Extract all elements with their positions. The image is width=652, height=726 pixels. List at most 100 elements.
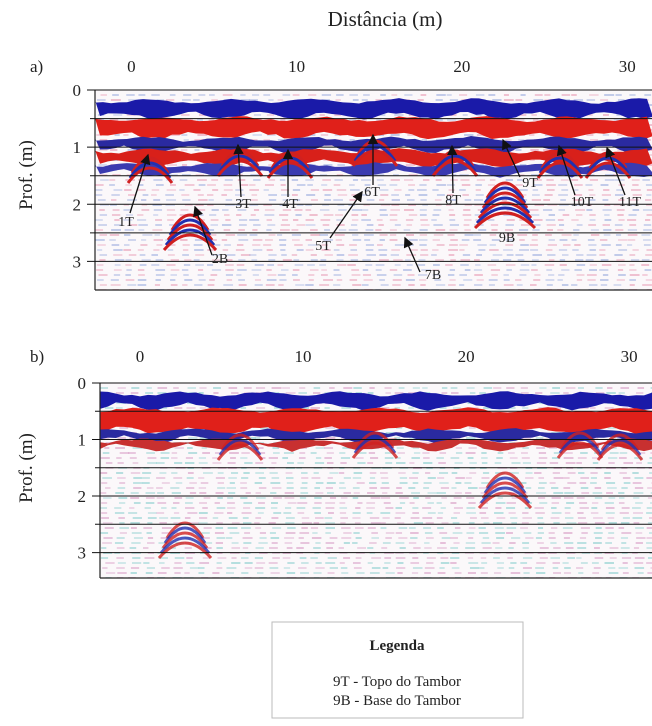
speckle bbox=[412, 567, 423, 569]
speckle bbox=[337, 204, 345, 206]
speckle bbox=[315, 567, 325, 569]
speckle bbox=[126, 119, 137, 121]
speckle bbox=[240, 457, 248, 459]
speckle bbox=[641, 259, 650, 261]
speckle bbox=[646, 562, 652, 564]
speckle bbox=[531, 199, 542, 201]
speckle bbox=[269, 547, 278, 549]
speckle bbox=[620, 387, 630, 389]
speckle bbox=[395, 507, 403, 509]
speckle bbox=[468, 527, 476, 529]
speckle bbox=[455, 482, 462, 484]
speckle bbox=[379, 234, 388, 236]
speckle bbox=[237, 234, 248, 236]
speckle bbox=[200, 482, 209, 484]
speckle bbox=[437, 477, 445, 479]
speckle bbox=[643, 239, 651, 241]
speckle bbox=[602, 224, 611, 226]
speckle bbox=[531, 174, 541, 176]
speckle bbox=[161, 507, 167, 509]
speckle bbox=[476, 179, 486, 181]
speckle bbox=[482, 537, 490, 539]
speckle bbox=[269, 567, 279, 569]
speckle bbox=[646, 507, 652, 509]
speckle bbox=[336, 279, 343, 281]
speckle bbox=[475, 164, 484, 166]
speckle bbox=[323, 149, 332, 151]
speckle bbox=[579, 507, 589, 509]
speckle bbox=[452, 522, 460, 524]
speckle bbox=[553, 492, 564, 494]
speckle bbox=[199, 407, 207, 409]
speckle bbox=[100, 179, 109, 181]
speckle bbox=[153, 209, 163, 211]
speckle bbox=[633, 492, 644, 494]
speckle bbox=[340, 462, 347, 464]
speckle bbox=[147, 537, 154, 539]
speckle bbox=[590, 139, 599, 141]
speckle bbox=[599, 269, 609, 271]
speckle bbox=[187, 472, 194, 474]
speckle bbox=[380, 512, 391, 514]
speckle bbox=[158, 542, 168, 544]
hyperbola bbox=[483, 186, 527, 204]
speckle bbox=[459, 249, 465, 251]
speckle bbox=[296, 184, 306, 186]
speckle bbox=[495, 532, 505, 534]
speckle bbox=[424, 567, 435, 569]
speckle bbox=[615, 244, 622, 246]
speckle bbox=[440, 542, 446, 544]
speckle bbox=[376, 119, 382, 121]
speckle bbox=[227, 512, 233, 514]
speckle bbox=[95, 189, 103, 191]
speckle bbox=[182, 99, 191, 101]
speckle bbox=[349, 94, 358, 96]
speckle bbox=[573, 234, 579, 236]
speckle bbox=[315, 542, 321, 544]
speckle bbox=[311, 477, 321, 479]
speckle bbox=[382, 517, 390, 519]
speckle bbox=[619, 472, 627, 474]
speckle bbox=[282, 387, 290, 389]
speckle bbox=[310, 407, 320, 409]
speckle bbox=[371, 537, 379, 539]
speckle bbox=[222, 209, 229, 211]
speckle bbox=[354, 457, 364, 459]
speckle bbox=[473, 269, 483, 271]
speckle bbox=[604, 174, 615, 176]
speckle bbox=[590, 512, 599, 514]
speckle bbox=[361, 214, 367, 216]
speckle bbox=[422, 507, 432, 509]
speckle bbox=[322, 179, 331, 181]
speckle bbox=[380, 284, 389, 286]
speckle bbox=[223, 284, 234, 286]
speckle bbox=[593, 517, 603, 519]
speckle bbox=[479, 532, 489, 534]
hyperbola bbox=[170, 213, 210, 231]
speckle bbox=[227, 502, 235, 504]
speckle bbox=[296, 507, 306, 509]
speckle bbox=[325, 502, 336, 504]
speckle bbox=[337, 194, 348, 196]
speckle bbox=[369, 472, 377, 474]
speckle bbox=[322, 204, 330, 206]
speckle bbox=[132, 447, 143, 449]
speckle bbox=[481, 457, 488, 459]
speckle bbox=[558, 274, 565, 276]
speckle bbox=[339, 502, 346, 504]
annotation-label: 11T bbox=[619, 195, 641, 210]
speckle bbox=[226, 254, 236, 256]
speckle bbox=[266, 219, 272, 221]
speckle bbox=[119, 482, 126, 484]
speckle bbox=[423, 457, 430, 459]
speckle bbox=[497, 567, 504, 569]
speckle bbox=[629, 264, 635, 266]
speckle bbox=[432, 274, 441, 276]
speckle bbox=[647, 462, 652, 464]
speckle bbox=[643, 229, 652, 231]
speckle bbox=[225, 269, 234, 271]
speckle bbox=[98, 149, 108, 151]
speckle bbox=[561, 254, 569, 256]
speckle bbox=[113, 254, 123, 256]
speckle bbox=[605, 542, 612, 544]
